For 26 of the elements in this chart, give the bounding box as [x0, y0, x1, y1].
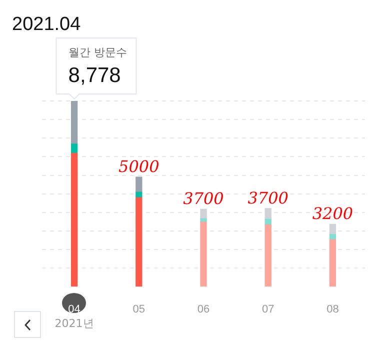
annotation: 5000 — [118, 156, 160, 176]
x-tick-label: 04 — [68, 303, 80, 316]
bar — [136, 197, 142, 287]
x-tick-label: 07 — [262, 303, 274, 316]
bar — [329, 239, 336, 287]
x-tick-label: 08 — [326, 303, 339, 316]
bar — [70, 101, 78, 144]
bar — [200, 222, 207, 287]
chart-title: 2021.04 — [12, 14, 82, 35]
bar — [70, 152, 78, 287]
bar — [70, 144, 78, 154]
bar — [329, 224, 336, 235]
bar — [264, 208, 272, 220]
annotation: 3200 — [312, 204, 354, 224]
text: 8,778 — [68, 64, 121, 87]
bar — [264, 224, 272, 287]
annotation: 3700 — [248, 188, 288, 208]
bar — [136, 176, 142, 192]
bar — [329, 234, 336, 240]
bar — [136, 192, 142, 198]
annotation: 3700 — [183, 189, 224, 208]
bar — [200, 208, 207, 219]
text: 월간 방문수 — [68, 46, 127, 59]
x-tick-label: 06 — [197, 303, 210, 316]
x-tick-label: 05 — [132, 303, 146, 316]
text: 2021년 — [54, 316, 94, 330]
